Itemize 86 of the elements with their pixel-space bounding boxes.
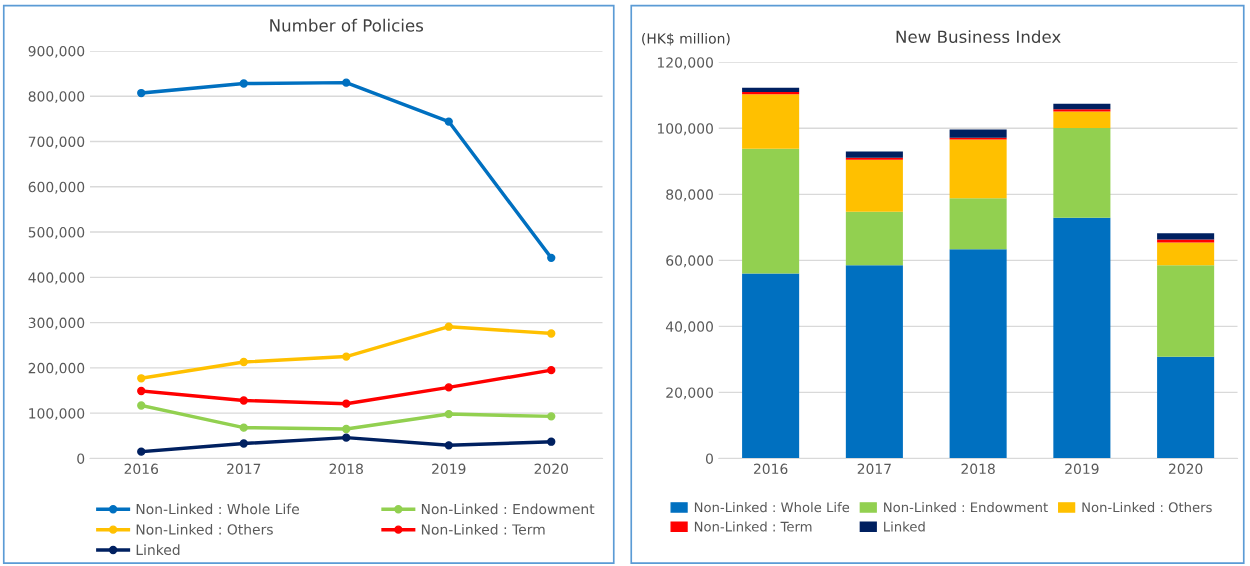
x-tick-label: 2018: [329, 463, 363, 475]
legend-label: Non-Linked : Term: [694, 521, 812, 532]
point: [444, 322, 453, 331]
bar: [845, 265, 903, 459]
legend-label: Non-Linked : Endowment: [421, 503, 595, 515]
legend-label: Linked: [884, 521, 925, 532]
chart-title: New Business Index: [896, 30, 1061, 44]
point: [137, 447, 146, 456]
bar: [845, 151, 903, 158]
y-tick-label: 0: [77, 453, 85, 464]
point: [239, 79, 248, 88]
y-tick-label: 400,000: [28, 272, 85, 285]
point: [444, 383, 453, 392]
x-tick-label: 2019: [432, 463, 466, 475]
point: [547, 253, 556, 263]
y-tick-label: 60,000: [666, 255, 713, 268]
bar: [949, 249, 1007, 459]
point: [342, 78, 351, 87]
legend-label: Non-Linked : Endowment: [884, 502, 1048, 513]
point: [444, 409, 453, 419]
point: [547, 329, 556, 338]
legend-label: Non-Linked : Whole Life: [694, 502, 850, 513]
y-tick-label: 100,000: [657, 123, 713, 136]
y-tick-label: 40,000: [665, 321, 713, 334]
y-tick-label: 500,000: [28, 227, 85, 239]
y-tick-label: 600,000: [28, 181, 85, 194]
point: [342, 352, 351, 361]
bar: [742, 273, 800, 459]
y-tick-label: 800,000: [28, 91, 85, 104]
bar: [1157, 233, 1215, 240]
bar: [1157, 239, 1215, 243]
bar: [1053, 111, 1111, 128]
bar: [1157, 356, 1215, 459]
bar: [949, 139, 1007, 199]
legend-label: Non-Linked : Others: [1082, 502, 1212, 513]
y-tick-label: 100,000: [29, 408, 85, 421]
legend-label: Linked: [136, 544, 180, 556]
bar: [742, 148, 800, 274]
bar: [1157, 265, 1215, 357]
bar: [1157, 242, 1215, 266]
point: [342, 424, 351, 434]
y-axis-title: (HK$ million): [642, 32, 730, 46]
bar: [949, 198, 1007, 250]
point: [137, 374, 146, 383]
bar: [742, 87, 800, 92]
bar: [845, 211, 903, 266]
x-tick-label: 2017: [227, 463, 261, 475]
point: [239, 357, 248, 367]
bar: [742, 94, 800, 149]
bar: [1053, 127, 1111, 218]
x-tick-label: 2016: [753, 463, 788, 475]
point: [137, 401, 146, 410]
point: [342, 433, 351, 442]
y-tick-label: 80,000: [666, 189, 713, 202]
point: [547, 365, 556, 375]
x-tick-label: 2020: [1168, 463, 1203, 475]
y-tick-label: 200,000: [28, 362, 85, 375]
point: [547, 437, 556, 446]
bar: [949, 129, 1007, 138]
x-tick-label: 2017: [857, 463, 891, 475]
point: [547, 412, 556, 421]
point: [239, 423, 248, 432]
point: [137, 386, 146, 396]
legend-label: Non-Linked : Others: [136, 523, 273, 535]
y-tick-label: 700,000: [28, 136, 85, 149]
x-tick-label: 2020: [534, 463, 568, 475]
x-tick-label: 2016: [124, 463, 159, 475]
x-tick-label: 2019: [1065, 463, 1099, 475]
x-tick-label: 2018: [961, 463, 995, 475]
bar: [1053, 103, 1111, 110]
point: [239, 396, 248, 405]
point: [444, 117, 453, 126]
y-tick-label: 120,000: [657, 57, 713, 70]
point: [342, 399, 351, 408]
bar: [1053, 217, 1111, 459]
legend-label: Non-Linked : Whole Life: [136, 503, 299, 515]
point: [239, 439, 248, 448]
y-tick-label: 300,000: [28, 317, 85, 330]
bar: [845, 159, 903, 212]
point: [137, 88, 146, 98]
y-tick-label: 0: [705, 453, 713, 464]
y-tick-label: 900,000: [28, 45, 85, 58]
chart-title: Number of Policies: [270, 18, 424, 32]
point: [444, 441, 453, 450]
legend-label: Non-Linked : Term: [421, 523, 545, 535]
y-tick-label: 20,000: [666, 387, 713, 400]
